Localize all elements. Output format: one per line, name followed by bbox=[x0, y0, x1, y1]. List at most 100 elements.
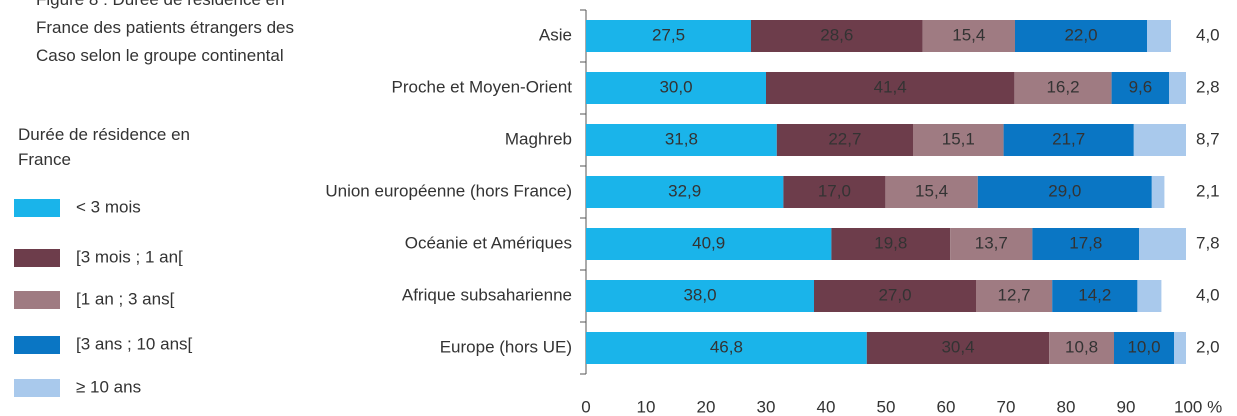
bar-segment bbox=[1151, 176, 1165, 208]
bar-segment bbox=[1147, 20, 1171, 52]
value-label: 4,0 bbox=[1196, 285, 1220, 304]
x-tick-label: 10 bbox=[637, 397, 656, 416]
value-label: 17,0 bbox=[818, 181, 851, 200]
bar-segment bbox=[922, 20, 1015, 52]
bar-segment bbox=[950, 228, 1033, 260]
bar-segment bbox=[1015, 20, 1147, 52]
bar-segment bbox=[586, 72, 766, 104]
value-label: 2,8 bbox=[1196, 77, 1220, 96]
bar-segment bbox=[1003, 124, 1134, 156]
bar-segment bbox=[751, 20, 923, 52]
value-label: 38,0 bbox=[683, 285, 716, 304]
bar-segment bbox=[586, 228, 832, 260]
value-label: 30,4 bbox=[941, 337, 974, 356]
x-tick-label: 100 % bbox=[1174, 397, 1222, 416]
bar-segment bbox=[1137, 280, 1162, 312]
x-tick-label: 80 bbox=[1057, 397, 1076, 416]
value-label: 8,7 bbox=[1196, 129, 1220, 148]
y-tick-label: Asie bbox=[539, 25, 572, 44]
y-tick-label: Proche et Moyen-Orient bbox=[392, 77, 573, 96]
value-label: 21,7 bbox=[1052, 129, 1085, 148]
value-label: 15,4 bbox=[915, 181, 948, 200]
value-label: 7,8 bbox=[1196, 233, 1220, 252]
legend-label: [1 an ; 3 ans[ bbox=[76, 289, 175, 308]
bar-segment bbox=[1014, 72, 1112, 104]
y-tick-label: Maghreb bbox=[505, 129, 572, 148]
value-label: 9,6 bbox=[1129, 77, 1153, 96]
x-tick-label: 0 bbox=[581, 397, 590, 416]
value-label: 13,7 bbox=[975, 233, 1008, 252]
value-label: 12,7 bbox=[998, 285, 1031, 304]
bar-segment bbox=[1139, 228, 1186, 260]
bar-segment bbox=[586, 332, 867, 364]
value-label: 17,8 bbox=[1069, 233, 1102, 252]
bar-segment bbox=[814, 280, 976, 312]
value-label: 27,5 bbox=[652, 25, 685, 44]
bar-segment bbox=[586, 280, 814, 312]
value-label: 15,4 bbox=[952, 25, 985, 44]
legend-swatch bbox=[14, 379, 60, 397]
bar-segment bbox=[976, 280, 1053, 312]
value-label: 22,7 bbox=[828, 129, 861, 148]
x-tick-label: 20 bbox=[697, 397, 716, 416]
legend-swatch bbox=[14, 199, 60, 217]
legend-title: Durée de résidence en France bbox=[18, 125, 191, 169]
bar-segment bbox=[1169, 72, 1186, 104]
bar-segment bbox=[586, 176, 784, 208]
bar-segment bbox=[586, 124, 777, 156]
value-label: 4,0 bbox=[1196, 25, 1220, 44]
value-label: 29,0 bbox=[1048, 181, 1081, 200]
value-label: 27,0 bbox=[878, 285, 911, 304]
bar-segment bbox=[1111, 72, 1170, 104]
value-label: 30,0 bbox=[659, 77, 692, 96]
value-label: 14,2 bbox=[1078, 285, 1111, 304]
legend-swatch bbox=[14, 336, 60, 354]
value-label: 46,8 bbox=[710, 337, 743, 356]
bar-segment bbox=[766, 72, 1015, 104]
x-tick-label: 40 bbox=[817, 397, 836, 416]
value-label: 22,0 bbox=[1064, 25, 1097, 44]
value-label: 31,8 bbox=[665, 129, 698, 148]
y-tick-label: Océanie et Amériques bbox=[405, 233, 572, 252]
value-label: 10,0 bbox=[1127, 337, 1160, 356]
bar-segment bbox=[1032, 228, 1140, 260]
legend-label: [3 mois ; 1 an[ bbox=[76, 247, 183, 266]
bar-segment bbox=[1174, 332, 1186, 364]
x-tick-label: 90 bbox=[1117, 397, 1136, 416]
bar-segment bbox=[1052, 280, 1138, 312]
y-tick-label: Union européenne (hors France) bbox=[325, 181, 572, 200]
value-label: 2,1 bbox=[1196, 181, 1220, 200]
bar-segment bbox=[776, 124, 913, 156]
chart-title: Figure 8 : Durée de résidence en France … bbox=[36, 0, 294, 65]
value-label: 16,2 bbox=[1046, 77, 1079, 96]
value-label: 28,6 bbox=[820, 25, 853, 44]
x-tick-label: 50 bbox=[877, 397, 896, 416]
bar-segment bbox=[1114, 332, 1174, 364]
x-tick-label: 30 bbox=[757, 397, 776, 416]
bar-segment bbox=[783, 176, 886, 208]
legend-label: < 3 mois bbox=[76, 197, 141, 216]
legend-swatch bbox=[14, 291, 60, 309]
value-label: 40,9 bbox=[692, 233, 725, 252]
bar-segment bbox=[885, 176, 978, 208]
y-tick-label: Europe (hors UE) bbox=[440, 337, 572, 356]
legend-label: ≥ 10 ans bbox=[76, 377, 141, 396]
value-label: 2,0 bbox=[1196, 337, 1220, 356]
bar-segment bbox=[977, 176, 1152, 208]
bar-segment bbox=[866, 332, 1050, 364]
value-label: 15,1 bbox=[942, 129, 975, 148]
bar-segment bbox=[913, 124, 1004, 156]
bar-segment bbox=[586, 20, 751, 52]
x-tick-label: 70 bbox=[997, 397, 1016, 416]
value-label: 19,8 bbox=[874, 233, 907, 252]
x-tick-label: 60 bbox=[937, 397, 956, 416]
value-label: 32,9 bbox=[668, 181, 701, 200]
y-tick-label: Afrique subsaharienne bbox=[402, 285, 572, 304]
value-label: 41,4 bbox=[874, 77, 907, 96]
bar-segment bbox=[1049, 332, 1114, 364]
value-label: 10,8 bbox=[1065, 337, 1098, 356]
bar-segment bbox=[831, 228, 951, 260]
legend-swatch bbox=[14, 249, 60, 267]
